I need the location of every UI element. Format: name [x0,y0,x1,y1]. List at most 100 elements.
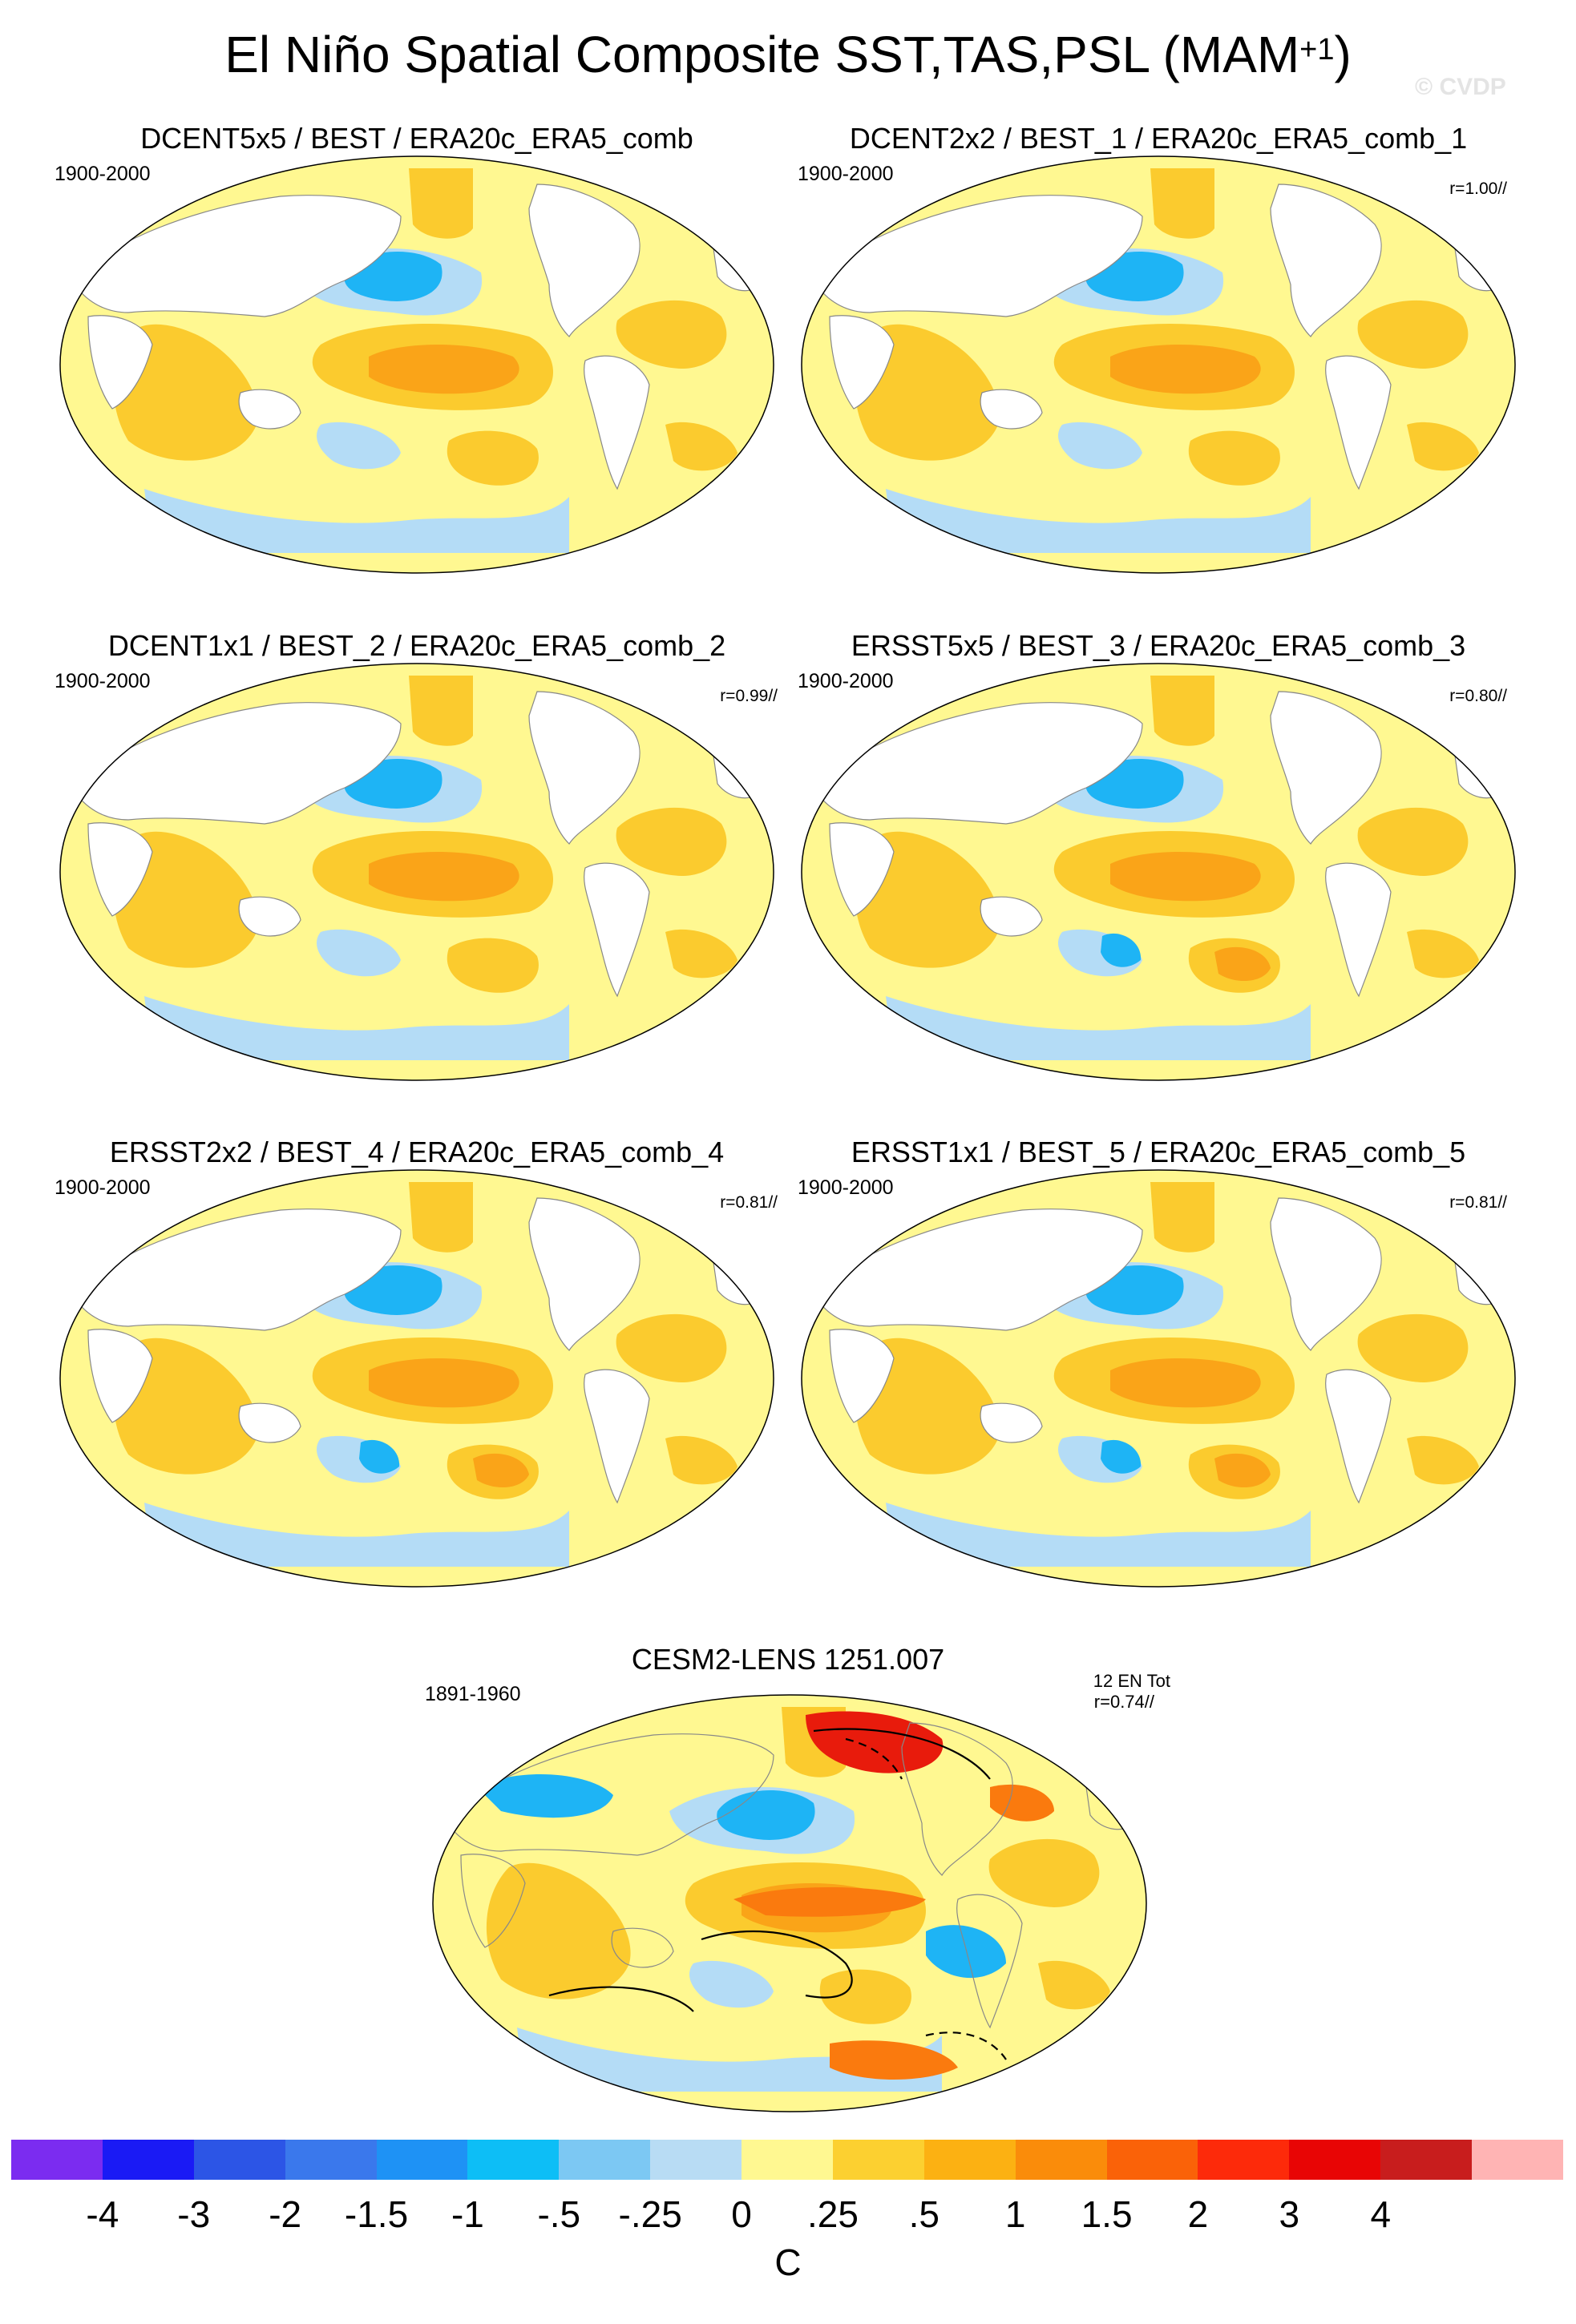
panel-r-2: r=1.00// [1449,180,1507,198]
psl-contour-south-pacific [701,1930,853,1999]
map-field [433,1695,1146,2112]
panel-period-7: 1891-1960 [425,1683,521,1705]
colorbar-tick-label: -3 [177,2193,211,2235]
map-panel-4 [801,663,1516,1081]
sst-indian-ocean-warm [113,831,258,968]
map-field [60,1170,774,1587]
map-field [60,156,774,573]
colorbar-segment [467,2140,560,2180]
sst-bering-warm [1150,676,1214,746]
land-africa [460,1854,526,1948]
land-south-america [584,1369,650,1504]
tas-antarctic-hot [830,2040,958,2080]
land-south-america [1325,1369,1392,1504]
sst-tasman-cool [317,422,401,470]
sst-south-pacific-warm [447,430,539,486]
panel-event-count-7: 12 EN Tot [1093,1671,1170,1691]
panel-r-5: r=0.81// [720,1193,778,1212]
colorbar-tick-label: 2 [1187,2193,1209,2235]
land-greenland [1045,1721,1088,1755]
land-north-america [528,184,641,337]
panel-period-3: 1900-2000 [55,670,151,692]
sst-nino-core [1110,1358,1261,1408]
panel-r-6: r=0.81// [1449,1193,1507,1212]
sst-bering-warm [409,168,473,239]
map-outline [432,1694,1147,2112]
land-africa [87,822,153,917]
land-south-america [956,1894,1023,2029]
psl-contour-indian-south [548,1986,694,2012]
land-australia [980,896,1043,937]
land-australia [238,896,301,937]
sst-bering-warm [1150,168,1214,239]
sst-nino-core [1110,345,1261,394]
sst-bering-warm [409,676,473,746]
land-greenland [1414,1196,1457,1230]
land-eurasia [813,702,1143,825]
sst-southern-ocean-cool [886,996,1311,1060]
colorbar-segment [832,2140,924,2180]
land-eurasia [444,1733,774,1856]
cvdp-watermark: © CVDP [1415,74,1506,100]
colorbar-tick-label: 1.5 [1081,2193,1133,2235]
sst-southern-ocean-cool [886,1503,1311,1567]
sst-southern-ocean-cool [144,489,569,553]
land-north-america [1270,691,1382,845]
sst-indian-ocean-warm [855,324,1000,461]
land-eurasia [71,1208,402,1331]
panel-period-2: 1900-2000 [798,163,894,185]
sst-south-pacific-warm [819,1969,911,2024]
sst-nino-core [1110,852,1261,902]
panel-title-2: DCENT2x2 / BEST_1 / ERA20c_ERA5_comb_1 [849,122,1468,155]
colorbar-segment [1380,2140,1472,2180]
land-eurasia [813,195,1143,317]
colorbar-segment [1198,2140,1290,2180]
land-north-america [1270,1197,1382,1351]
sst-indian-ocean-warm [113,324,258,461]
sst-north-pacific-cold-core [717,1789,815,1840]
panel-r-4: r=0.80// [1449,687,1507,705]
colorbar-segment [1015,2140,1107,2180]
map-outline [59,155,774,574]
sst-southern-ocean-cool [517,2027,942,2092]
sst-tropical-atlantic-warm [616,1313,727,1382]
sst-tropical-atlantic-warm [988,1838,1100,1907]
land-eurasia [813,1208,1143,1331]
sst-south-atlantic-warm [1407,422,1479,471]
sst-nino-core [369,1358,519,1408]
sst-tasman-cool [689,1960,774,2008]
colorbar-segment [559,2140,651,2180]
map-field [802,1170,1515,1587]
land-africa [829,1329,895,1423]
sst-tropical-atlantic-warm [1357,807,1469,876]
colorbar-segment [742,2140,833,2180]
colorbar-segment [1289,2140,1381,2180]
tas-eurasia-cold [477,1773,613,1818]
land-south-america [1325,355,1392,490]
sst-bering-warm [1150,1182,1214,1253]
land-eurasia [71,195,402,317]
panel-title-6: ERSST1x1 / BEST_5 / ERA20c_ERA5_comb_5 [851,1136,1466,1168]
colorbar-segment [1106,2140,1198,2180]
colorbar-tick-label: 1 [1004,2193,1026,2235]
panel-r-3: r=0.99// [720,687,778,705]
sst-tropical-atlantic-warm [1357,300,1469,369]
colorbar-segment [923,2140,1016,2180]
map-panel-7 [432,1694,1147,2112]
sst-south-pacific-warm-core [1214,946,1271,982]
map-outline [801,663,1516,1081]
colorbar-tick-label: .5 [908,2193,940,2235]
colorbar-segment [376,2140,468,2180]
map-panel-3 [59,663,774,1081]
land-africa [87,1329,153,1423]
colorbar [11,2140,1563,2180]
colorbar-tick-label: -1 [451,2193,484,2235]
map-panel-2 [801,155,1516,574]
colorbar-labels: -4 -3 -2 -1.5 -1 -.5 -.25 0 .25 .5 1 1.5 2 3 4 [0,2192,1576,2240]
colorbar-tick-label: -2 [269,2193,302,2235]
land-australia [611,1927,674,1968]
colorbar-segment [102,2140,194,2180]
colorbar-tick-label: -4 [86,2193,119,2235]
sst-south-atlantic-warm [665,929,737,978]
panel-period-4: 1900-2000 [798,670,894,692]
